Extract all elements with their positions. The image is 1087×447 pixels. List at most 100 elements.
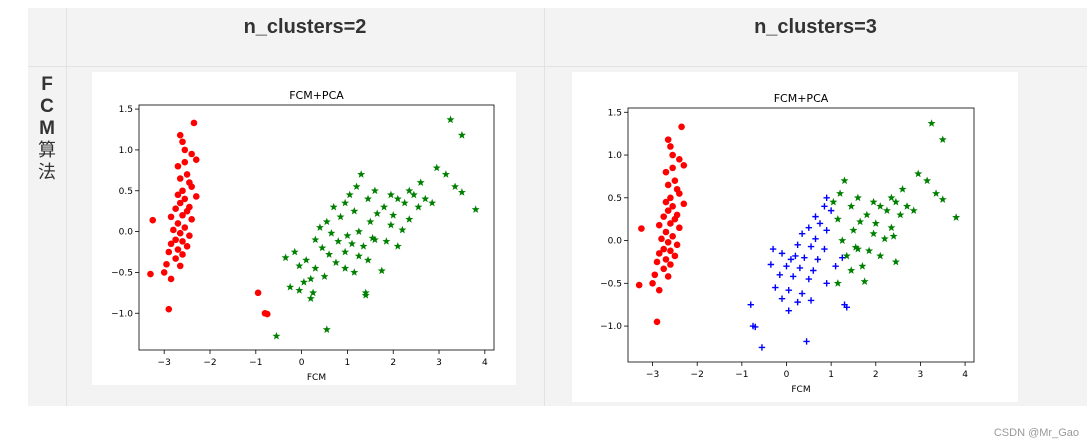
data-point-blue-plus — [796, 264, 804, 272]
data-point-blue-plus — [827, 207, 835, 214]
data-point-green-star — [428, 198, 437, 207]
data-point-red-circle — [179, 238, 186, 245]
data-point-green-star — [927, 119, 936, 127]
results-table: n_clusters=2 n_clusters=3 F C M 算 法 FCM+… — [28, 8, 1087, 406]
data-point-red-circle — [660, 245, 668, 253]
data-point-green-star — [377, 266, 386, 275]
data-point-green-star — [364, 194, 373, 203]
data-point-blue-plus — [778, 250, 786, 257]
column-header-n-clusters-2: n_clusters=2 — [243, 16, 367, 38]
data-point-blue-plus — [807, 297, 815, 304]
data-point-green-star — [350, 206, 359, 215]
data-point-red-circle — [181, 146, 189, 154]
data-point-blue-plus — [814, 256, 821, 263]
data-point-green-star — [856, 217, 865, 226]
column-divider — [66, 8, 67, 406]
data-point-green-star — [457, 131, 466, 139]
data-point-red-circle — [662, 198, 670, 206]
data-point-green-star — [887, 193, 896, 202]
x-tick-label: 0 — [784, 370, 790, 380]
x-tick-label: −3 — [158, 358, 171, 368]
y-tick-label: −0.5 — [111, 268, 133, 278]
data-point-green-star — [380, 202, 389, 211]
data-point-green-star — [345, 190, 354, 199]
data-point-green-star — [286, 282, 295, 291]
data-point-green-star — [309, 288, 318, 297]
data-point-green-star — [865, 246, 874, 255]
data-point-red-circle — [179, 138, 186, 146]
data-point-green-star — [869, 229, 878, 238]
data-point-red-circle — [167, 213, 175, 221]
data-point-green-star — [847, 202, 856, 210]
y-tick-label: 0.0 — [119, 228, 134, 238]
data-point-red-circle — [664, 273, 672, 280]
data-point-green-star — [876, 202, 885, 210]
row-header-char: 法 — [38, 162, 56, 183]
data-point-red-circle — [651, 271, 659, 279]
data-point-green-star — [272, 331, 281, 340]
data-point-green-star — [414, 202, 423, 211]
scatter-chart-k3: FCM+PCA −3 −2 −1 0 1 2 3 4 −1.0 −0.5 0.0 0.5 1.0 1.5 FC… — [600, 92, 975, 395]
data-point-green-star — [829, 197, 838, 206]
data-point-green-star — [357, 170, 366, 178]
x-tick-label: −1 — [249, 358, 262, 368]
y-tick-label: −1.0 — [600, 322, 622, 332]
data-point-blue-plus — [785, 307, 792, 314]
data-point-red-circle — [667, 247, 674, 255]
data-point-green-star — [914, 169, 923, 178]
data-point-green-star — [325, 250, 334, 258]
data-point-red-circle — [669, 203, 676, 210]
data-point-red-circle — [676, 190, 683, 197]
data-point-green-star — [909, 206, 918, 215]
data-point-red-circle — [655, 250, 663, 257]
data-point-green-star — [853, 244, 862, 253]
data-point-green-star — [302, 255, 311, 264]
data-point-green-star — [862, 210, 871, 219]
data-point-green-star — [295, 261, 304, 270]
data-point-green-star — [952, 213, 961, 221]
chart-title: FCM+PCA — [774, 92, 829, 105]
data-point-red-circle — [664, 207, 672, 214]
data-point-green-star — [327, 229, 336, 237]
data-point-green-star — [860, 277, 869, 286]
data-point-green-star — [373, 209, 382, 218]
data-point-green-star — [315, 223, 324, 231]
data-point-green-star — [898, 185, 907, 193]
data-point-red-circle — [183, 207, 191, 215]
data-point-red-circle — [183, 171, 191, 178]
data-point-green-star — [838, 236, 847, 244]
data-point-blue-plus — [801, 254, 808, 261]
y-tick-label: 0.5 — [119, 187, 133, 197]
data-point-red-circle — [667, 261, 674, 268]
data-point-green-star — [938, 135, 947, 144]
column-divider — [544, 8, 545, 406]
data-point-red-circle — [667, 194, 674, 202]
data-point-green-star — [393, 242, 402, 250]
data-point-red-circle — [181, 158, 189, 166]
data-point-green-star — [329, 202, 338, 211]
data-point-red-circle — [676, 156, 683, 163]
x-tick-label: −2 — [691, 370, 704, 380]
x-tick-label: 2 — [873, 370, 879, 380]
data-point-blue-plus — [812, 213, 819, 220]
data-point-blue-plus — [758, 344, 766, 351]
data-point-red-circle — [188, 183, 195, 190]
data-point-red-circle — [662, 228, 670, 236]
plot-frame — [138, 104, 495, 351]
data-point-red-circle — [174, 246, 182, 253]
data-point-red-circle — [660, 213, 668, 220]
data-point-green-star — [336, 212, 345, 221]
data-point-blue-plus — [810, 267, 817, 274]
data-point-red-circle — [188, 216, 195, 223]
data-point-green-star — [457, 188, 466, 196]
plot-frame — [627, 107, 975, 363]
row-header-char: F — [41, 74, 53, 95]
data-point-red-circle — [658, 235, 665, 243]
data-point-green-star — [416, 178, 425, 186]
data-point-red-circle — [653, 258, 661, 266]
data-point-red-circle — [179, 187, 186, 195]
data-point-green-star — [923, 176, 932, 185]
y-tick-label: 0.5 — [608, 194, 622, 204]
data-point-red-circle — [160, 269, 168, 276]
data-point-green-star — [851, 243, 860, 251]
